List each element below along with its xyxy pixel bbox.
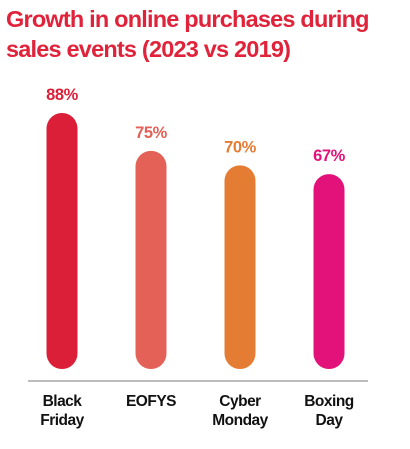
category-label-boxing-day: Boxing Day <box>304 393 354 429</box>
category-label-line: Monday <box>212 412 268 429</box>
category-label-line: Day <box>316 412 344 429</box>
category-label-cyber-monday: Cyber Monday <box>212 393 268 429</box>
value-label-cyber-monday: 70% <box>224 138 257 156</box>
category-label-line: Boxing <box>304 393 354 410</box>
bar-black-friday <box>46 113 78 369</box>
value-label-boxing-day: 67% <box>313 147 346 165</box>
value-labels-group: 88% 75% 70% 67% <box>46 86 346 165</box>
category-labels-group: Black Friday EOFYS Cyber Monday Boxing Day <box>40 393 354 429</box>
value-label-eofys: 75% <box>135 124 168 142</box>
category-label-eofys: EOFYS <box>126 393 176 410</box>
bar-eofys <box>135 150 167 369</box>
category-label-line: Friday <box>40 412 84 429</box>
chart-title: Growth in online purchases during sales … <box>6 6 369 62</box>
category-label-black-friday: Black Friday <box>40 393 84 429</box>
category-label-line: EOFYS <box>126 393 176 410</box>
category-label-line: Cyber <box>219 393 261 410</box>
value-label-black-friday: 88% <box>46 86 79 104</box>
category-label-line: Black <box>43 393 83 410</box>
bar-boxing-day <box>313 174 345 369</box>
bars-group <box>46 113 345 369</box>
bar-cyber-monday <box>224 165 256 369</box>
